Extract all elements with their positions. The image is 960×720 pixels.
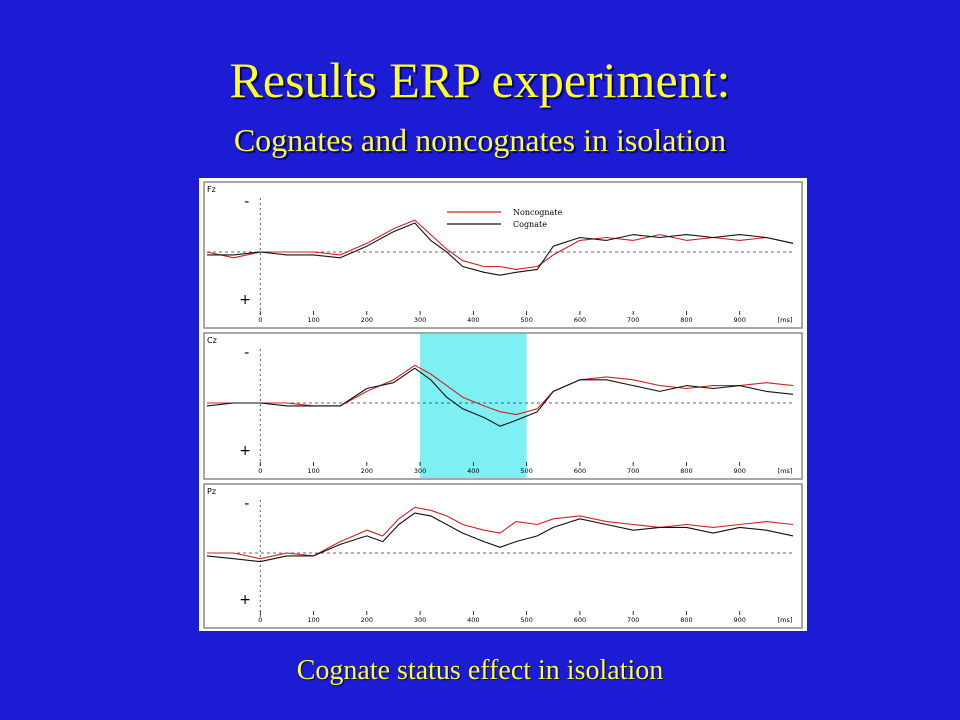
legend-label-cognate: Cognate	[513, 220, 547, 229]
x-tick-label: 100	[307, 467, 319, 475]
channel-label: Fz	[207, 185, 216, 194]
x-tick-label: 600	[574, 467, 586, 475]
erp-chart: Fz - +0 100 200 300 400 500 600 700 800 900 [ms] Nonc…	[203, 181, 803, 629]
x-tick-label: 700	[627, 316, 639, 324]
channel-panel-cz: Cz - +0 100 200 300 400 500 600 700 800 900 [ms]	[203, 332, 803, 480]
x-tick-label: 400	[467, 316, 479, 324]
polarity-negative: -	[244, 194, 249, 210]
x-tick-label: 800	[680, 467, 692, 475]
channel-panel-fz: Fz - +0 100 200 300 400 500 600 700 800 900 [ms] Nonc…	[203, 181, 803, 329]
series-cognate	[206, 512, 794, 563]
x-tick-label: 600	[574, 316, 586, 324]
x-tick-label: 300	[414, 467, 426, 475]
x-tick-label: 900	[734, 467, 746, 475]
polarity-negative: -	[244, 496, 249, 512]
x-tick-label: 100	[307, 316, 319, 324]
x-tick-label: 300	[414, 316, 426, 324]
x-tick-label: 0	[258, 316, 262, 324]
polarity-negative: -	[244, 345, 249, 361]
erp-figure: Fz - +0 100 200 300 400 500 600 700 800 900 [ms] Nonc…	[199, 178, 807, 631]
x-tick-label: 200	[361, 616, 373, 624]
series-noncognate	[207, 506, 794, 560]
x-tick-label: 700	[627, 467, 639, 475]
x-tick-label: 400	[467, 467, 479, 475]
polarity-positive: +	[239, 592, 251, 608]
channel-panel-pz: Pz - +0 100 200 300 400 500 600 700 800 900 [ms]	[203, 483, 803, 629]
x-tick-label: 500	[520, 467, 532, 475]
x-tick-label: 0	[258, 467, 262, 475]
x-tick-label: 200	[361, 467, 373, 475]
legend-label-noncognate: Noncognate	[513, 208, 563, 217]
x-tick-label: 400	[467, 616, 479, 624]
x-tick-label: 900	[734, 316, 746, 324]
slide-title: Results ERP experiment:	[229, 52, 731, 108]
x-tick-label: 200	[361, 316, 373, 324]
x-tick-label: 500	[520, 316, 532, 324]
polarity-positive: +	[239, 292, 251, 308]
x-tick-label: 100	[307, 616, 319, 624]
x-unit-label: [ms]	[778, 316, 793, 324]
series-cognate	[207, 222, 794, 276]
x-tick-label: 0	[258, 616, 262, 624]
channel-label: Cz	[207, 336, 217, 345]
series-noncognate	[206, 219, 794, 270]
x-tick-label: 500	[520, 616, 532, 624]
x-tick-label: 300	[414, 616, 426, 624]
slide-subtitle: Cognates and noncognates in isolation	[233, 122, 727, 158]
x-unit-label: [ms]	[778, 467, 793, 475]
x-tick-label: 700	[627, 616, 639, 624]
x-unit-label: [ms]	[778, 616, 793, 624]
x-tick-label: 800	[680, 616, 692, 624]
channel-label: Pz	[207, 487, 216, 496]
legend: Noncognate Cognate	[447, 208, 563, 229]
slide-caption: Cognate status effect in isolation	[296, 655, 664, 686]
series-cognate	[206, 367, 794, 427]
polarity-positive: +	[239, 443, 251, 459]
x-tick-label: 800	[680, 316, 692, 324]
x-tick-label: 600	[574, 616, 586, 624]
x-tick-label: 900	[734, 616, 746, 624]
highlight-window	[420, 334, 527, 478]
